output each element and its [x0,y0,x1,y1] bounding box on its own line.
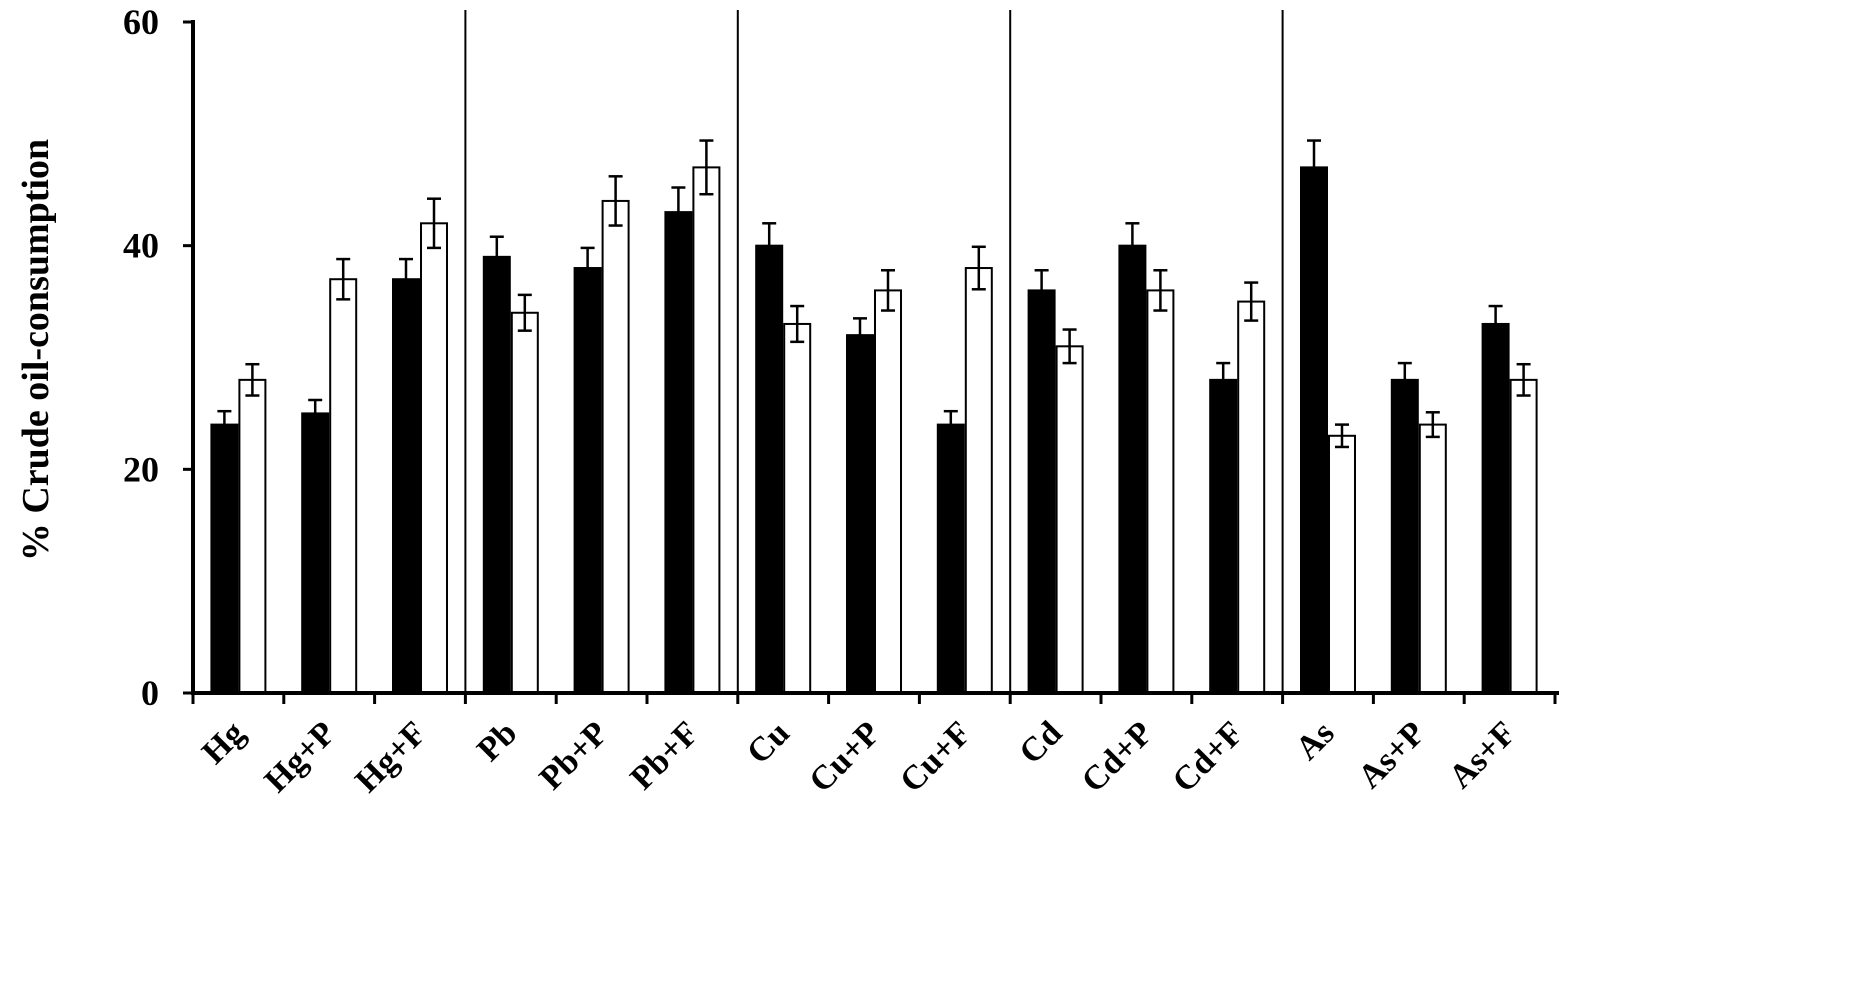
bar-s1-hg-f [392,278,420,694]
bar-s2-cu-p [874,289,902,694]
bar-s2-pb [510,311,539,694]
x-category-label-cd-f: Cd+F [1166,714,1251,799]
bar-s1-cu [755,244,784,695]
bar-s1-pb-p [573,267,602,694]
bar-s2-as [1328,434,1356,694]
group-separators [464,10,1284,693]
bar-s1-as [1300,166,1328,694]
x-category-label-cd-p: Cd+P [1075,714,1160,799]
bar-s2-cd [1055,345,1084,694]
bar-s1-as-p [1390,378,1419,694]
bar-s2-cd-f [1237,300,1266,694]
bar-s1-cd-f [1209,378,1238,694]
x-category-label-as-f: As+F [1442,714,1523,795]
x-category-label-as-p: As+P [1351,714,1432,795]
y-tick-label-0: 0 [141,673,159,713]
bar-s2-pb-p [601,199,630,695]
bar-s1-cd [1027,289,1056,694]
x-category-label-as: As [1289,714,1342,767]
y-ticks: 0 20 40 60 [123,2,193,713]
bar-s2-cd-p [1146,289,1175,694]
axes [191,20,1559,704]
x-category-label-cu-p: Cu+P [802,714,887,799]
y-tick-label-60: 60 [123,2,159,42]
bar-s2-pb-f [692,166,721,694]
x-category-label-hg-p: Hg+P [258,714,343,799]
bar-s1-hg-p [301,412,330,694]
bar-s1-cd-p [1118,244,1147,695]
bar-s2-hg-p [329,278,358,694]
y-axis-label: % Crude oil-consumption [15,139,57,561]
bar-s1-cu-f [936,423,965,694]
bar-s1-hg [210,423,239,694]
x-category-label-cd: Cd [1012,714,1069,771]
y-tick-label-40: 40 [123,226,159,266]
bar-s2-hg-f [420,222,448,695]
bar-s1-pb-f [664,211,693,694]
x-category-labels: Hg Hg+P Hg+F Pb Pb+P Pb+F Cu Cu+P Cu+F Cd Cd+P Cd+F… [195,714,1523,799]
x-category-label-hg-f: Hg+F [348,714,433,799]
x-category-label-pb: Pb [470,714,524,768]
x-category-label-cu: Cu [740,714,797,771]
bar-s1-cu-p [846,334,874,694]
bar-s1-as-f [1481,322,1510,694]
bar-s1-pb [482,255,511,694]
bars [210,139,1538,695]
x-category-label-pb-p: Pb+P [533,714,616,797]
bar-s2-cu [783,322,812,694]
y-tick-label-20: 20 [123,449,159,489]
x-category-label-cu-f: Cu+F [893,714,978,799]
x-category-label-pb-f: Pb+F [623,714,706,797]
bar-s2-hg [238,378,267,694]
x-category-label-hg: Hg [195,714,252,771]
bar-s2-as-f [1509,378,1538,694]
bar-s2-cu-f [964,267,993,694]
bar-s2-as-p [1418,423,1447,694]
